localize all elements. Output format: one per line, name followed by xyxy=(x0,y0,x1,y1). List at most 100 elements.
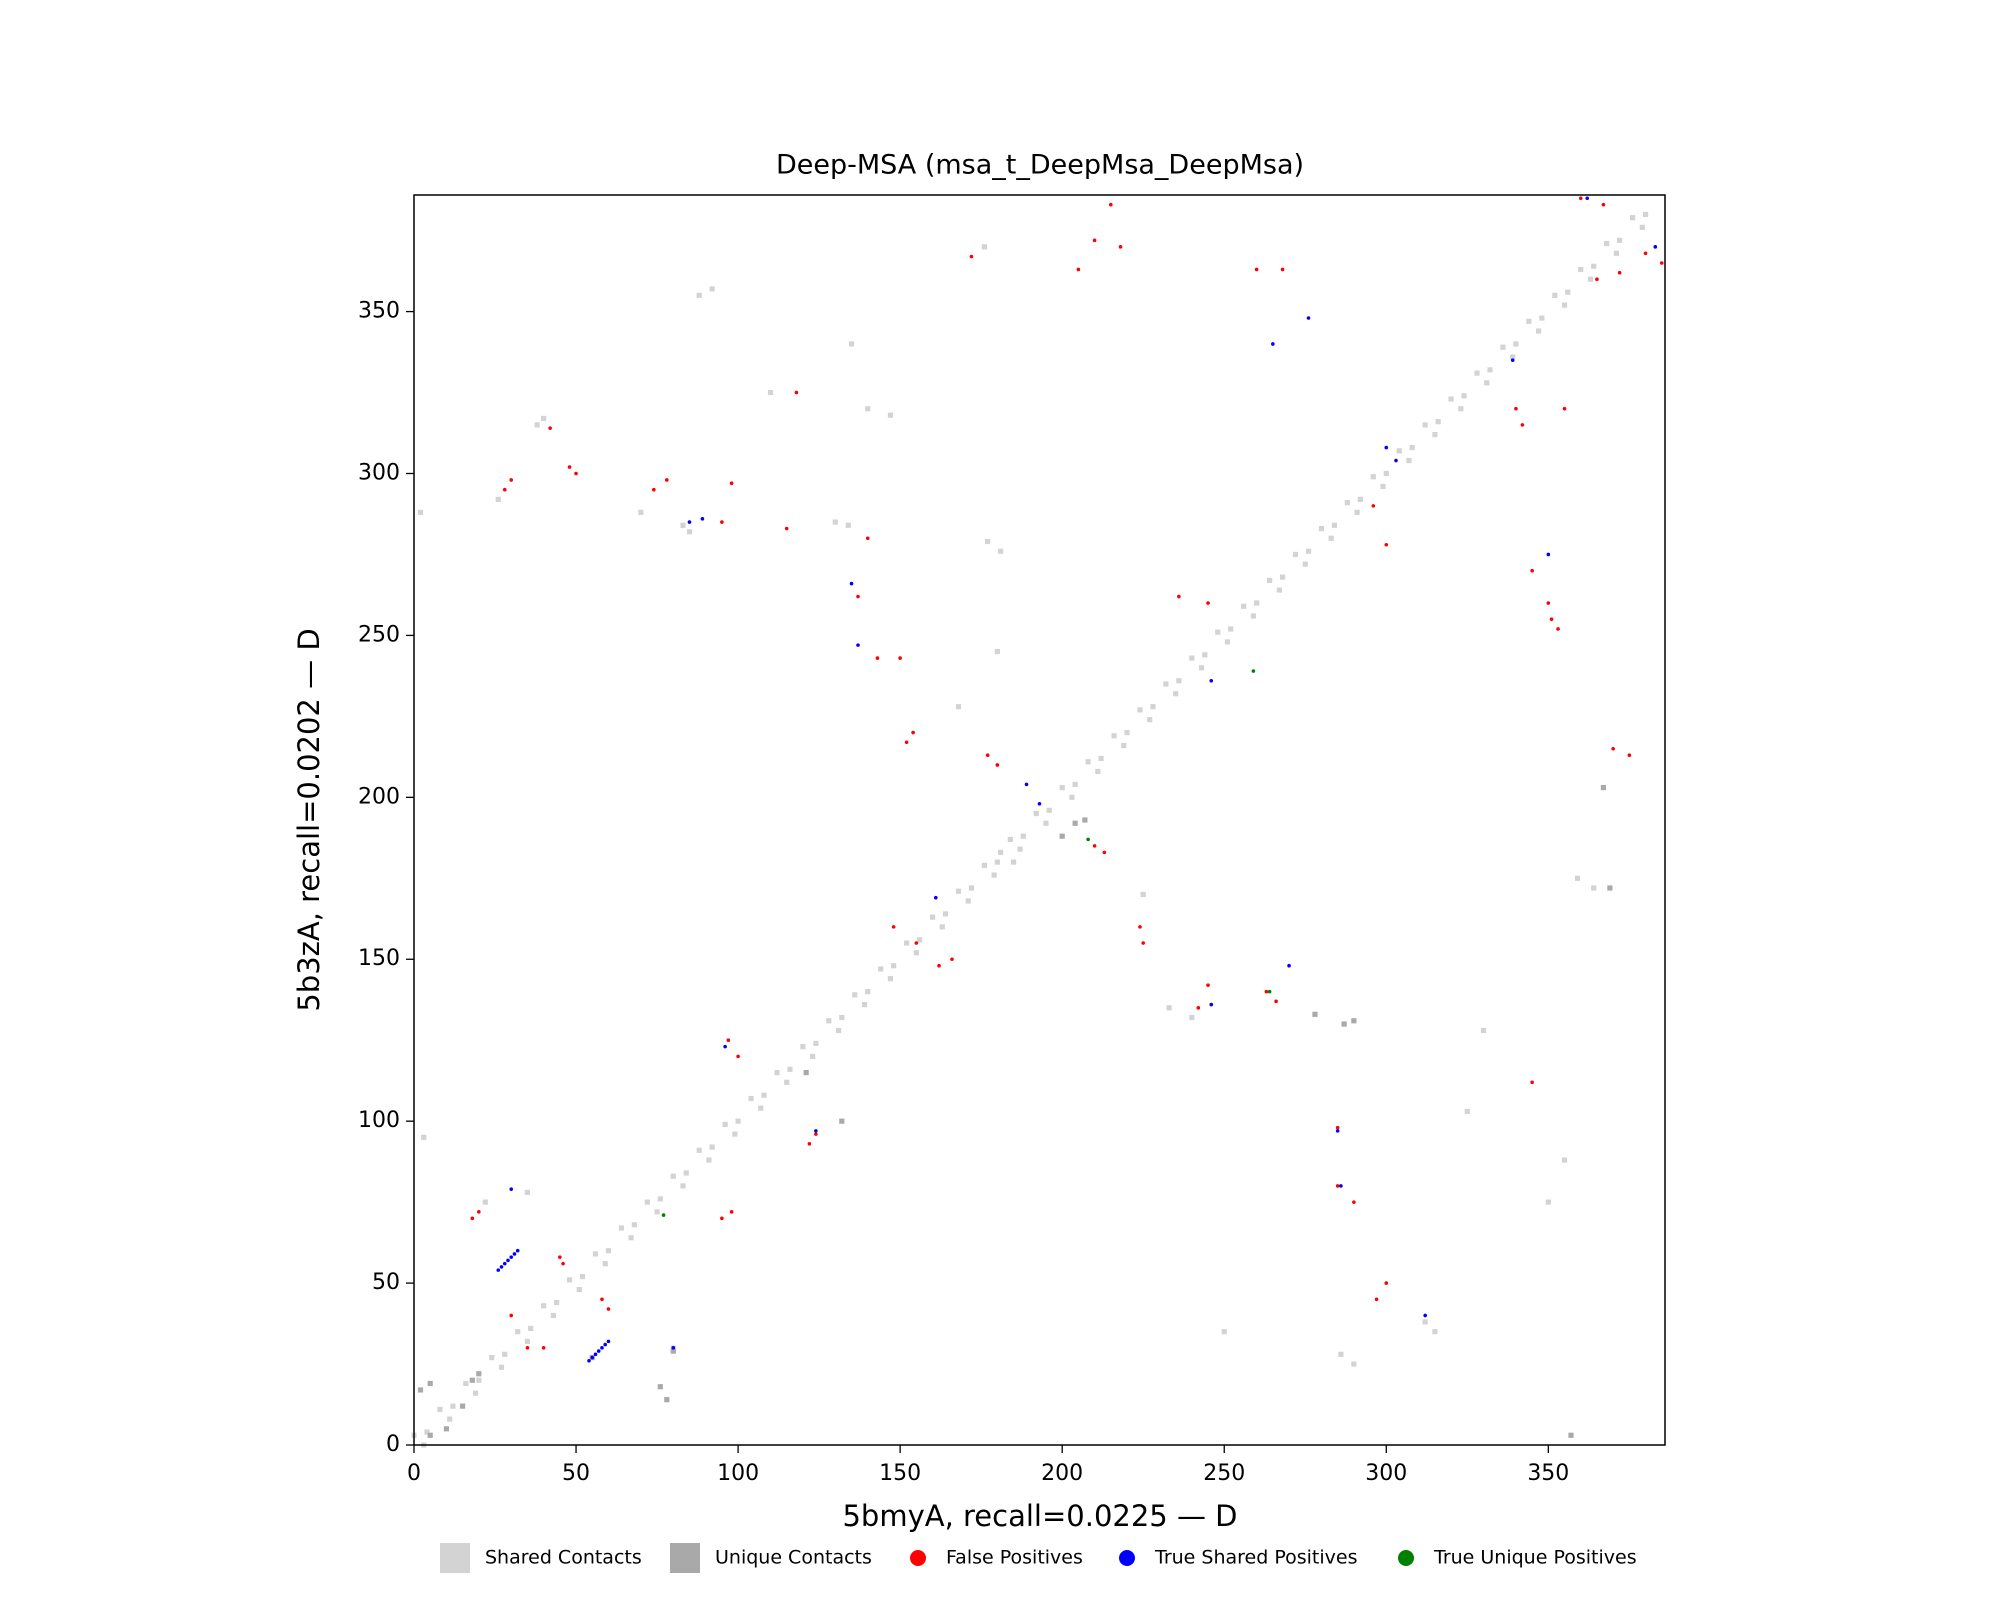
contact-point xyxy=(950,957,954,962)
contact-cell xyxy=(1435,419,1441,425)
contact-point xyxy=(933,895,938,900)
contact-point xyxy=(856,594,860,599)
contact-point xyxy=(814,1132,818,1136)
contact-cell xyxy=(916,937,923,943)
contact-point xyxy=(1530,1080,1534,1085)
contact-point xyxy=(541,1346,546,1350)
legend-label: True Shared Positives xyxy=(1154,1547,1357,1569)
contact-point xyxy=(1510,358,1515,362)
y-tick-label: 350 xyxy=(358,299,400,324)
contact-cell xyxy=(1380,483,1386,490)
contact-cell xyxy=(955,704,962,710)
contact-cell xyxy=(566,1277,573,1283)
contact-cell xyxy=(832,519,838,525)
contact-cell xyxy=(1513,341,1519,347)
contact-cell xyxy=(1163,681,1169,687)
contact-cell xyxy=(1338,1351,1344,1357)
contact-cell xyxy=(878,966,884,972)
contact-cell xyxy=(576,1286,582,1293)
chart-title: Deep-MSA (msa_t_DeepMsa_DeepMsa) xyxy=(776,150,1304,181)
contact-cell xyxy=(758,1105,764,1111)
contact-cell xyxy=(985,538,991,545)
contact-cell xyxy=(1484,380,1490,386)
contact-cell xyxy=(1639,224,1645,230)
contact-cell xyxy=(955,888,962,894)
contact-point xyxy=(784,526,789,531)
contact-cell xyxy=(482,1199,488,1205)
contact-cell xyxy=(845,522,851,528)
contact-point xyxy=(1352,1200,1356,1204)
contact-point xyxy=(502,1261,507,1266)
contact-point xyxy=(1306,316,1311,320)
contact-point xyxy=(1546,552,1551,557)
contact-point xyxy=(509,478,514,482)
legend-swatch xyxy=(910,1550,926,1566)
contact-cell xyxy=(774,1069,780,1076)
contact-cell xyxy=(447,1416,453,1422)
contact-cell xyxy=(524,1338,531,1344)
contact-cell xyxy=(528,1325,534,1332)
contact-cell xyxy=(1215,629,1221,635)
contact-point xyxy=(496,1268,501,1272)
y-tick-label: 100 xyxy=(358,1108,400,1133)
contact-point xyxy=(1274,999,1278,1004)
contact-point xyxy=(561,1261,565,1266)
contact-cell xyxy=(1147,717,1153,723)
contact-cell xyxy=(1448,396,1454,402)
contact-point xyxy=(995,763,1000,767)
contact-point xyxy=(1264,989,1269,994)
contact-cell xyxy=(1344,500,1350,506)
legend-swatch xyxy=(440,1543,470,1573)
contact-cell xyxy=(942,911,949,917)
contact-cell xyxy=(495,496,501,502)
legend-swatch xyxy=(1398,1550,1414,1566)
contact-point xyxy=(1384,445,1389,450)
contact-cell xyxy=(686,529,693,535)
contact-point xyxy=(1209,678,1214,683)
contact-point xyxy=(1024,782,1029,787)
contact-cell xyxy=(657,1196,663,1202)
legend-swatch xyxy=(1119,1550,1135,1566)
contact-cell xyxy=(1312,1011,1318,1017)
contact-point xyxy=(814,1129,818,1133)
contact-cell xyxy=(1487,367,1493,373)
contact-point xyxy=(1209,1002,1214,1007)
contact-point xyxy=(1280,267,1285,272)
y-tick-label: 150 xyxy=(358,946,400,971)
contact-point xyxy=(1037,802,1042,806)
contact-cell xyxy=(534,422,540,428)
contact-cell xyxy=(1228,626,1234,632)
contact-cell xyxy=(803,1069,809,1076)
contact-cell xyxy=(1069,794,1075,800)
contact-cell xyxy=(1276,587,1282,593)
contact-cell xyxy=(735,1118,741,1124)
contact-cell xyxy=(813,1040,819,1047)
contact-point xyxy=(574,471,578,476)
x-tick-label: 200 xyxy=(1041,1461,1083,1486)
contact-point xyxy=(1092,844,1097,848)
contact-cell xyxy=(1574,875,1581,881)
contact-cell xyxy=(670,1173,676,1179)
contact-cell xyxy=(1007,836,1013,843)
contact-cell xyxy=(709,286,715,292)
plot-frame xyxy=(413,194,1666,1446)
x-tick-label: 150 xyxy=(879,1461,921,1486)
contact-cell xyxy=(1613,250,1619,256)
contact-point xyxy=(1335,1125,1340,1130)
contact-point xyxy=(515,1248,520,1253)
contact-cell xyxy=(998,548,1004,554)
contact-point xyxy=(1102,850,1107,855)
contact-point xyxy=(985,753,990,758)
contact-cell xyxy=(981,244,987,250)
contact-cell xyxy=(1166,1005,1172,1011)
contact-cell xyxy=(852,992,858,998)
contact-cell xyxy=(1082,817,1088,823)
contact-cell xyxy=(810,1053,816,1059)
contact-cell xyxy=(1224,639,1231,645)
legend-label: False Positives xyxy=(946,1547,1083,1569)
contact-cell xyxy=(1591,885,1597,891)
legend-label: Unique Contacts xyxy=(715,1547,872,1569)
contact-cell xyxy=(628,1235,634,1241)
contact-point xyxy=(525,1346,530,1350)
contact-cell xyxy=(1111,733,1117,739)
